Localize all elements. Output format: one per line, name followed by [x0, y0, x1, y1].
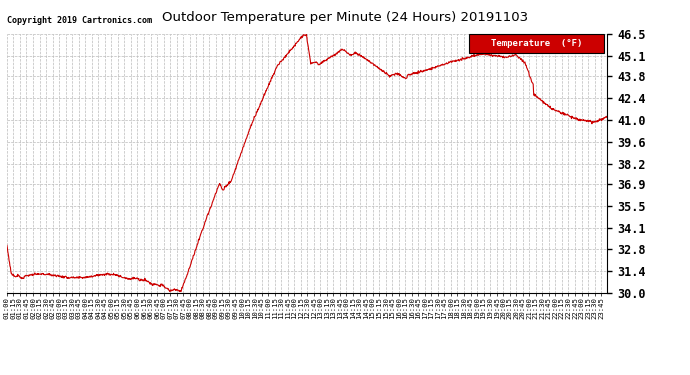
Text: Outdoor Temperature per Minute (24 Hours) 20191103: Outdoor Temperature per Minute (24 Hours… [162, 11, 528, 24]
FancyBboxPatch shape [469, 34, 604, 53]
Text: Temperature  (°F): Temperature (°F) [491, 39, 582, 48]
Text: Copyright 2019 Cartronics.com: Copyright 2019 Cartronics.com [7, 16, 152, 25]
